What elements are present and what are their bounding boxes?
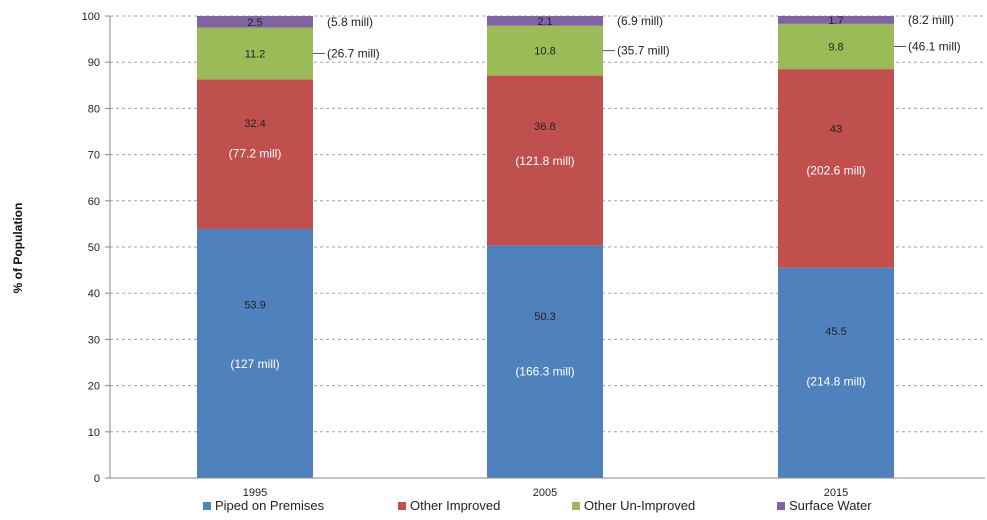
outside-count-label: (5.8 mill) — [327, 15, 373, 29]
y-tick-label: 100 — [82, 11, 100, 23]
y-tick-label: 0 — [94, 473, 100, 485]
data-label-value: 2.5 — [247, 17, 262, 29]
bar-segment-other-improved-1995 — [197, 79, 313, 229]
legend-swatch — [777, 502, 785, 510]
bar-segment-piped-on-premises-2005 — [487, 245, 603, 478]
y-tick-label: 20 — [88, 381, 100, 393]
axes: 0 10 20 30 40 50 60 70 80 90 100 1995 2005 2015 — [82, 11, 985, 499]
data-label-count: (127 mill) — [230, 357, 279, 371]
bar-segment-other-un-improved-2005 — [487, 25, 603, 76]
bar-segment-surface-water-1995 — [197, 16, 313, 28]
legend-label: Other Improved — [410, 498, 500, 513]
outside-count-label: (6.9 mill) — [617, 14, 663, 28]
y-tick-label: 30 — [88, 334, 100, 346]
data-label-value: 36.8 — [534, 121, 555, 133]
bars — [197, 16, 894, 478]
bar-segment-surface-water-2015 — [778, 16, 894, 24]
legend: Piped on Premises Other Improved Other Un-… — [203, 498, 872, 513]
y-tick-label: 10 — [88, 427, 100, 439]
data-label-count: (214.8 mill) — [806, 374, 865, 388]
outside-count-label: (8.2 mill) — [908, 13, 954, 27]
outside-count-label: (46.1 mill) — [908, 39, 961, 53]
bar-segment-piped-on-premises-1995 — [197, 228, 313, 478]
data-label-count: (77.2 mill) — [229, 147, 282, 161]
data-label-value: 1.7 — [828, 15, 843, 27]
data-labels: 53.9 (127 mill) 32.4 (77.2 mill) 11.2 (26.7 m… — [229, 13, 961, 388]
x-tick-label: 2005 — [533, 487, 557, 499]
legend-label: Other Un-Improved — [584, 498, 695, 513]
y-tick-label: 60 — [88, 196, 100, 208]
data-label-value: 45.5 — [825, 326, 846, 338]
legend-swatch — [398, 502, 406, 510]
data-label-value: 10.8 — [534, 46, 555, 58]
data-label-value: 43 — [830, 124, 842, 136]
outside-count-label: (26.7 mill) — [327, 46, 380, 60]
legend-swatch — [203, 502, 211, 510]
data-label-count: (166.3 mill) — [515, 364, 574, 378]
y-tick-label: 70 — [88, 150, 100, 162]
y-tick-label: 40 — [88, 288, 100, 300]
outside-count-label: (35.7 mill) — [617, 44, 670, 58]
bar-segment-other-improved-2015 — [778, 69, 894, 268]
data-label-value: 2.1 — [537, 16, 552, 28]
x-tick-label: 1995 — [243, 487, 267, 499]
data-label-count: (121.8 mill) — [515, 154, 574, 168]
data-label-count: (202.6 mill) — [806, 163, 865, 177]
y-tick-label: 90 — [88, 57, 100, 69]
legend-label: Surface Water — [789, 498, 872, 513]
legend-label: Piped on Premises — [215, 498, 325, 513]
data-label-value: 32.4 — [244, 118, 265, 130]
data-label-value: 9.8 — [828, 41, 843, 53]
bar-segment-surface-water-2005 — [487, 16, 603, 26]
bar-segment-piped-on-premises-2015 — [778, 267, 894, 478]
y-tick-label: 80 — [88, 103, 100, 115]
data-label-value: 11.2 — [245, 48, 266, 60]
data-label-value: 53.9 — [244, 300, 265, 312]
legend-swatch — [572, 502, 580, 510]
y-axis-label: % of Population — [11, 203, 25, 294]
data-label-value: 50.3 — [534, 311, 555, 323]
bar-segment-other-improved-2005 — [487, 75, 603, 246]
y-tick-label: 50 — [88, 242, 100, 254]
x-tick-label: 2015 — [824, 487, 848, 499]
bar-segment-other-un-improved-2015 — [778, 23, 894, 70]
bar-segment-other-un-improved-1995 — [197, 27, 313, 80]
